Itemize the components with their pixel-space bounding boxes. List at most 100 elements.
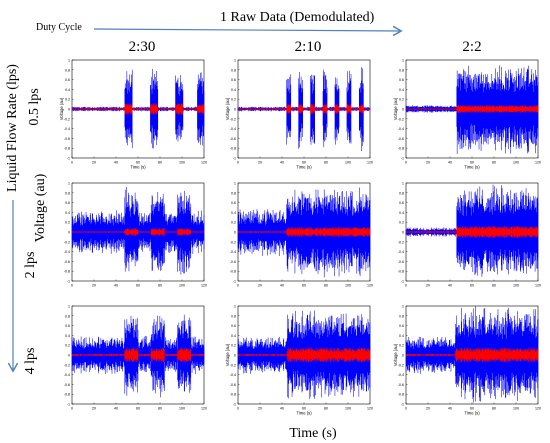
- y-tick-label: 0.8: [65, 314, 70, 318]
- x-tick-label: 100: [345, 161, 351, 165]
- y-tick-label: 0.6: [231, 78, 236, 82]
- x-tick-label: 60: [302, 161, 306, 165]
- y-tick-label: -0.6: [64, 260, 70, 264]
- y-tick-label: 0: [68, 108, 70, 112]
- y-tick-label: -1: [401, 157, 404, 161]
- x-tick-label: 60: [136, 407, 140, 411]
- row-label-2-lps: 2 lps: [23, 252, 38, 279]
- y-tick-label: 0: [234, 354, 236, 358]
- x-tick-label: 0: [71, 284, 73, 288]
- y-tick-label: 1: [68, 182, 70, 186]
- y-tick-label: -0.8: [230, 270, 236, 274]
- y-tick-label: -1: [233, 403, 236, 407]
- x-tick-label: 80: [158, 407, 162, 411]
- panel-r1-c1: 10.80.60.40.20-0.2-0.4-0.6-0.8-10 20 40 60 8…: [230, 182, 373, 288]
- y-tick-label: 0.4: [231, 211, 236, 215]
- x-tick-label: 120: [201, 161, 207, 165]
- x-tick-label: 40: [280, 284, 284, 288]
- x-tick-label: 100: [513, 407, 519, 411]
- duty-cycle-label: Duty Cycle: [36, 22, 82, 33]
- x-tick-label: 20: [426, 284, 430, 288]
- x-tick-label: 40: [280, 407, 284, 411]
- y-tick-label: 0: [234, 108, 236, 112]
- x-tick-label: 80: [158, 161, 162, 165]
- y-tick-label: 0: [234, 231, 236, 235]
- y-tick-label: -0.8: [398, 270, 404, 274]
- y-tick-label: -1: [67, 157, 70, 161]
- column-label-2-2: 2:2: [462, 39, 481, 55]
- y-tick-label: 0.8: [231, 68, 236, 72]
- y-tick-label: -0.4: [398, 250, 404, 254]
- y-tick-label: 1: [234, 59, 236, 63]
- raw-data-title: 1 Raw Data (Demodulated): [220, 10, 375, 25]
- y-tick-label: -0.2: [64, 363, 70, 367]
- y-tick-label: -0.2: [64, 117, 70, 121]
- y-tick-label: 1: [402, 305, 404, 309]
- x-tick-label: 0: [405, 161, 407, 165]
- panel-r0-c2: 10.80.60.40.20-0.2-0.4-0.6-0.8-10 20 40 60 8…: [393, 59, 541, 170]
- y-tick-label: 0.4: [65, 334, 70, 338]
- duty-cycle-arrow: [93, 29, 400, 31]
- y-tick-label: 0.4: [65, 211, 70, 215]
- y-tick-label: -0.2: [398, 117, 404, 121]
- flow-rate-axis-label: Liquid Flow Rate (lps): [5, 64, 20, 192]
- panel-r1-c2: 10.80.60.40.20-0.2-0.4-0.6-0.8-10 20 40 60 8…: [398, 182, 541, 288]
- y-tick-label: -0.4: [230, 373, 236, 377]
- y-tick-label: -0.6: [398, 383, 404, 387]
- x-tick-label: 120: [201, 407, 207, 411]
- x-tick-label: 100: [345, 284, 351, 288]
- voltage-axis-label: Voltage (au): [33, 173, 48, 242]
- y-tick-label: -0.6: [398, 260, 404, 264]
- y-tick-label: -0.4: [64, 250, 70, 254]
- y-tick-label: 0.4: [399, 334, 404, 338]
- y-tick-label: -0.2: [230, 117, 236, 121]
- panel-r2-c1: 10.80.60.40.20-0.2-0.4-0.6-0.8-10 20 40 60 8…: [225, 305, 373, 416]
- y-tick-label: 0.4: [231, 334, 236, 338]
- y-tick-label: -0.4: [230, 250, 236, 254]
- y-tick-label: -0.6: [398, 137, 404, 141]
- x-tick-label: 80: [324, 161, 328, 165]
- x-tick-label: 100: [179, 284, 185, 288]
- x-tick-label: 60: [470, 161, 474, 165]
- x-tick-label: 60: [470, 284, 474, 288]
- panel-r2-c0: 10.80.60.40.20-0.2-0.4-0.6-0.8-10 20 40 60 8…: [64, 305, 207, 411]
- y-tick-label: 0.2: [399, 221, 404, 225]
- y-tick-label: 0.6: [65, 78, 70, 82]
- y-tick-label: -0.6: [230, 260, 236, 264]
- x-tick-label: 20: [426, 407, 430, 411]
- y-tick-label: -0.8: [64, 147, 70, 151]
- y-tick-label: -0.2: [64, 240, 70, 244]
- y-tick-label: 0.6: [399, 201, 404, 205]
- row-label-0-5-lps: 0.5 lps: [27, 88, 42, 125]
- y-tick-label: -0.2: [230, 363, 236, 367]
- y-tick-label: -0.8: [398, 147, 404, 151]
- x-tick-label: 0: [71, 161, 73, 165]
- bottom-time-label: Time (s): [289, 426, 337, 441]
- x-tick-label: 20: [92, 407, 96, 411]
- y-tick-label: 0.4: [399, 88, 404, 92]
- y-tick-label: 0.6: [65, 201, 70, 205]
- x-tick-label: 20: [258, 161, 262, 165]
- y-tick-label: 0: [68, 354, 70, 358]
- y-tick-label: 0.2: [231, 344, 236, 348]
- x-tick-label: 40: [280, 161, 284, 165]
- panel-y-axis-label: Voltage (au): [59, 97, 64, 120]
- panel-x-axis-label: Time (s): [464, 165, 480, 170]
- y-tick-label: 1: [234, 182, 236, 186]
- x-tick-label: 40: [114, 284, 118, 288]
- panel-r1-c0: 10.80.60.40.20-0.2-0.4-0.6-0.8-10 20 40 60 8…: [64, 182, 207, 288]
- x-tick-label: 40: [448, 161, 452, 165]
- x-tick-label: 0: [237, 284, 239, 288]
- y-tick-label: -0.8: [398, 393, 404, 397]
- y-tick-label: 0.8: [65, 68, 70, 72]
- x-tick-label: 40: [114, 161, 118, 165]
- x-tick-label: 80: [324, 407, 328, 411]
- y-tick-label: 1: [68, 305, 70, 309]
- x-tick-label: 120: [201, 284, 207, 288]
- column-label-2-30: 2:30: [129, 39, 156, 55]
- x-tick-label: 60: [470, 407, 474, 411]
- x-tick-label: 0: [405, 407, 407, 411]
- y-tick-label: 1: [234, 305, 236, 309]
- y-tick-label: 0.8: [231, 191, 236, 195]
- panel-y-axis-label: Voltage (au): [393, 343, 398, 366]
